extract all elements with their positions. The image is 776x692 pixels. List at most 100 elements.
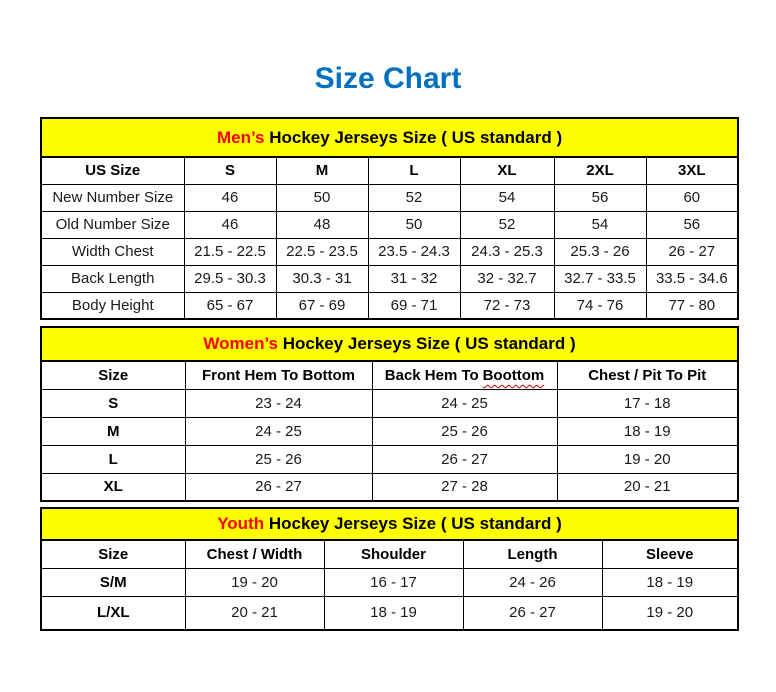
column-header: Back Hem To Boottom — [371, 360, 558, 390]
column-header: L — [367, 156, 461, 185]
mens-accent-word: Men’s — [216, 127, 265, 147]
cell: 54 — [553, 210, 647, 239]
womens-column-header-row: Size Front Hem To Bottom Back Hem To Boot… — [40, 360, 739, 390]
column-header: Front Hem To Bottom — [184, 360, 373, 390]
cell: 19 - 20 — [601, 595, 739, 631]
column-header: M — [275, 156, 369, 185]
mens-size-table: Men’s Hockey Jerseys Size ( US standard … — [39, 117, 740, 320]
cell: 20 - 21 — [556, 472, 739, 502]
cell: 26 - 27 — [371, 444, 558, 474]
row-label: Body Height — [40, 291, 185, 320]
row-label: Back Length — [40, 264, 185, 293]
cell: 24 - 25 — [184, 416, 373, 446]
cell: 25 - 26 — [184, 444, 373, 474]
cell: 54 — [459, 183, 555, 212]
youth-accent-word: Youth — [217, 514, 265, 533]
cell: 60 — [645, 183, 739, 212]
cell: 29.5 - 30.3 — [183, 264, 277, 293]
cell: 18 - 19 — [601, 567, 739, 597]
column-header: Length — [462, 539, 603, 569]
table-row: S 23 - 24 24 - 25 17 - 18 — [40, 388, 739, 418]
cell: 56 — [645, 210, 739, 239]
table-row: Width Chest 21.5 - 22.5 22.5 - 23.5 23.5… — [40, 237, 739, 266]
column-header: Chest / Pit To Pit — [556, 360, 739, 390]
column-header: 3XL — [645, 156, 739, 185]
table-row: Old Number Size 46 48 50 52 54 56 — [40, 210, 739, 239]
cell: 24 - 26 — [462, 567, 603, 597]
table-row: New Number Size 46 50 52 54 56 60 — [40, 183, 739, 212]
cell: 67 - 69 — [275, 291, 369, 320]
column-header: Size — [40, 360, 186, 390]
table-row: S/M 19 - 20 16 - 17 24 - 26 18 - 19 — [40, 567, 739, 597]
cell: 52 — [459, 210, 555, 239]
column-header: 2XL — [553, 156, 647, 185]
table-row: Body Height 65 - 67 67 - 69 69 - 71 72 -… — [40, 291, 739, 320]
column-header: US Size — [40, 156, 185, 185]
cell: 77 - 80 — [645, 291, 739, 320]
cell: 27 - 28 — [371, 472, 558, 502]
cell: 24.3 - 25.3 — [459, 237, 555, 266]
cell: 18 - 19 — [556, 416, 739, 446]
table-row: L 25 - 26 26 - 27 19 - 20 — [40, 444, 739, 474]
cell: 26 - 27 — [184, 472, 373, 502]
size-chart-page: Size Chart Men’s Hockey Jerseys Size ( U… — [39, 62, 740, 631]
womens-size-table: Women’s Hockey Jerseys Size ( US standar… — [39, 326, 740, 502]
womens-accent-word: Women’s — [203, 334, 278, 353]
row-label: L/XL — [40, 595, 186, 631]
cell: 48 — [275, 210, 369, 239]
table-row: L/XL 20 - 21 18 - 19 26 - 27 19 - 20 — [40, 595, 739, 631]
column-header: XL — [459, 156, 555, 185]
row-label: S/M — [40, 567, 186, 597]
youth-column-header-row: Size Chest / Width Shoulder Length Sleev… — [40, 539, 739, 569]
womens-section-header: Women’s Hockey Jerseys Size ( US standar… — [39, 326, 740, 362]
cell: 22.5 - 23.5 — [275, 237, 369, 266]
cell: 69 - 71 — [367, 291, 461, 320]
cell: 65 - 67 — [183, 291, 277, 320]
cell: 24 - 25 — [371, 388, 558, 418]
cell: 46 — [183, 210, 277, 239]
cell: 26 - 27 — [645, 237, 739, 266]
cell: 30.3 - 31 — [275, 264, 369, 293]
cell: 17 - 18 — [556, 388, 739, 418]
youth-title-rest: Hockey Jerseys Size ( US standard ) — [264, 514, 562, 533]
table-row: Back Length 29.5 - 30.3 30.3 - 31 31 - 3… — [40, 264, 739, 293]
womens-section-title: Women’s Hockey Jerseys Size ( US standar… — [39, 326, 740, 362]
cell: 56 — [553, 183, 647, 212]
cell: 74 - 76 — [553, 291, 647, 320]
mens-title-rest: Hockey Jerseys Size ( US standard ) — [264, 127, 563, 147]
cell: 50 — [275, 183, 369, 212]
row-label: Width Chest — [40, 237, 185, 266]
youth-section-title: Youth Hockey Jerseys Size ( US standard … — [40, 507, 739, 541]
column-header: Shoulder — [323, 539, 464, 569]
womens-title-rest: Hockey Jerseys Size ( US standard ) — [278, 334, 576, 353]
row-label: Old Number Size — [40, 210, 185, 239]
row-label: New Number Size — [40, 183, 185, 212]
cell: 20 - 21 — [184, 595, 325, 631]
cell: 23.5 - 24.3 — [367, 237, 461, 266]
column-header: S — [183, 156, 277, 185]
cell: 18 - 19 — [323, 595, 464, 631]
cell: 46 — [183, 183, 277, 212]
row-label: S — [40, 388, 186, 418]
cell: 19 - 20 — [184, 567, 325, 597]
misspelled-word: Boottom — [482, 366, 545, 384]
row-label: L — [40, 444, 186, 474]
mens-section-header: Men’s Hockey Jerseys Size ( US standard … — [39, 117, 740, 158]
mens-section-title: Men’s Hockey Jerseys Size ( US standard … — [39, 117, 740, 158]
cell: 52 — [367, 183, 461, 212]
cell: 31 - 32 — [367, 264, 461, 293]
youth-section-header: Youth Hockey Jerseys Size ( US standard … — [40, 507, 739, 541]
row-label: XL — [40, 472, 186, 502]
cell: 72 - 73 — [459, 291, 555, 320]
cell: 25 - 26 — [371, 416, 558, 446]
cell: 16 - 17 — [323, 567, 464, 597]
column-header: Size — [40, 539, 186, 569]
mens-column-header-row: US Size S M L XL 2XL 3XL — [40, 156, 739, 185]
cell: 33.5 - 34.6 — [645, 264, 739, 293]
cell: 19 - 20 — [556, 444, 739, 474]
column-header-text: Back Hem To — [384, 366, 479, 384]
cell: 50 — [367, 210, 461, 239]
cell: 25.3 - 26 — [553, 237, 647, 266]
cell: 23 - 24 — [184, 388, 373, 418]
table-row: M 24 - 25 25 - 26 18 - 19 — [40, 416, 739, 446]
